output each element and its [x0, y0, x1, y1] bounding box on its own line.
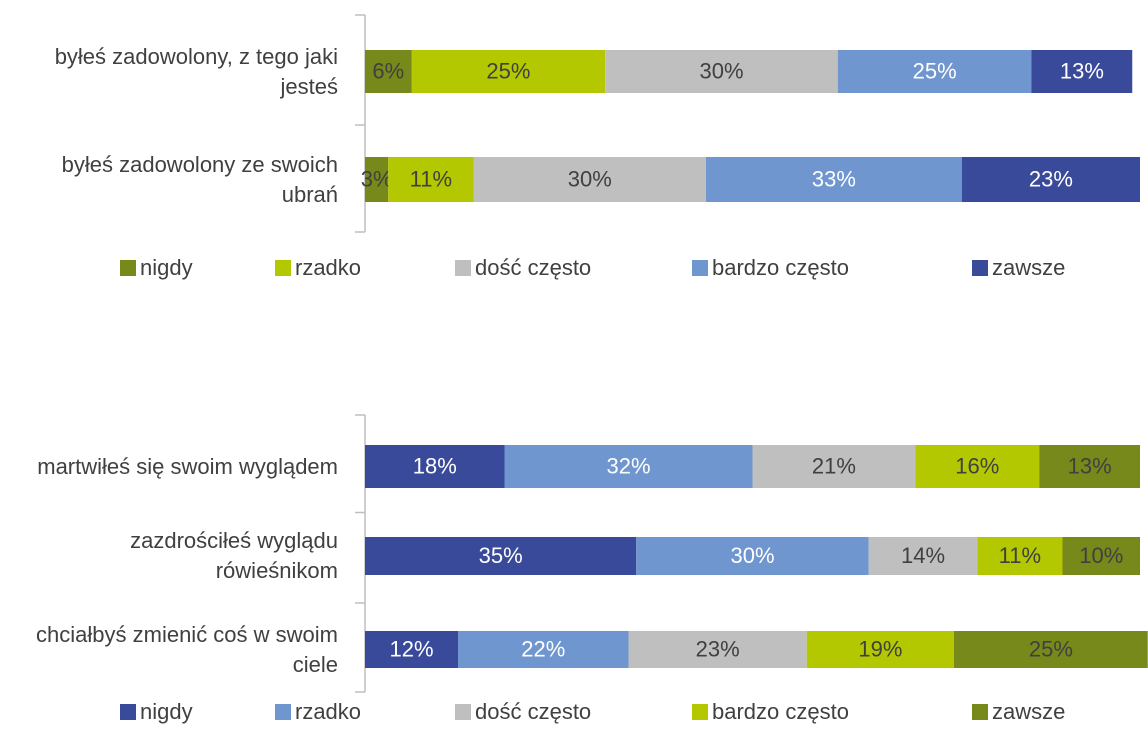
bar-segment	[365, 157, 389, 202]
bar-segment	[365, 445, 505, 488]
legend-swatch	[275, 704, 291, 720]
legend-label: rzadko	[295, 255, 361, 280]
legend-swatch	[455, 704, 471, 720]
bar-segment	[605, 50, 838, 93]
bar-segment	[837, 50, 1032, 93]
value-label: 13%	[1068, 453, 1112, 478]
value-label: 12%	[389, 636, 433, 661]
bar-segment	[1039, 445, 1140, 488]
legend-label: bardzo często	[712, 699, 849, 724]
legend-label: dość często	[475, 699, 591, 724]
legend-swatch	[692, 260, 708, 276]
value-label: 11%	[999, 543, 1041, 568]
bar-segment	[752, 445, 916, 488]
value-label: 25%	[1029, 636, 1073, 661]
category-label: byłeś zadowolony ze swoich ubrań	[61, 151, 338, 207]
legend-swatch	[972, 260, 988, 276]
value-label: 25%	[913, 58, 957, 83]
value-label: 11%	[410, 166, 452, 191]
bar-segment	[411, 50, 606, 93]
value-label: 32%	[606, 453, 650, 478]
legend-swatch	[120, 260, 136, 276]
bar-segment	[961, 157, 1140, 202]
value-label: 30%	[568, 166, 612, 191]
legend-swatch	[275, 260, 291, 276]
legend-label: zawsze	[992, 255, 1065, 280]
value-label: 25%	[486, 58, 530, 83]
legend-label: nigdy	[140, 699, 193, 724]
legend-swatch	[455, 260, 471, 276]
chart: byłeś zadowolony, z tego jaki jesteś 6% 25…	[54, 14, 1140, 280]
chart: martwiłeś się swoim wyglądem 18% 32% 21% 16%…	[36, 414, 1148, 724]
legend-label: zawsze	[992, 699, 1065, 724]
bar-segment	[954, 631, 1148, 668]
category-label-box: byłeś zadowolony, z tego jaki jesteś	[54, 43, 338, 99]
bar-segment	[977, 537, 1063, 575]
bar-segment	[628, 631, 807, 668]
bar-segment	[473, 157, 706, 202]
legend-label: rzadko	[295, 699, 361, 724]
bar-segment	[1031, 50, 1133, 93]
category-label-box: zazdrościłeś wyglądu rówieśnikom	[130, 528, 338, 583]
category-label: zazdrościłeś wyglądu rówieśnikom	[130, 528, 338, 583]
value-label: 35%	[479, 543, 523, 568]
bar-segment	[806, 631, 954, 668]
value-label: 21%	[812, 453, 856, 478]
value-label: 23%	[696, 636, 740, 661]
bar-segment	[365, 631, 458, 668]
value-label: 30%	[730, 543, 774, 568]
category-label: byłeś zadowolony, z tego jaki jesteś	[54, 43, 338, 99]
bar-segment	[636, 537, 869, 575]
legend-swatch	[972, 704, 988, 720]
bar-segment	[1062, 537, 1140, 575]
legend-swatch	[120, 704, 136, 720]
value-label: 18%	[413, 453, 457, 478]
bar-segment	[365, 50, 412, 93]
category-label-box: martwiłeś się swoim wyglądem	[37, 453, 338, 479]
value-label: 19%	[858, 636, 902, 661]
bar-segment	[365, 537, 637, 575]
bar-segment	[458, 631, 629, 668]
legend-label: bardzo często	[712, 255, 849, 280]
category-label-box: chciałbyś zmienić coś w swoim ciele	[36, 621, 338, 677]
value-label: 10%	[1079, 543, 1123, 568]
bar-segment	[868, 537, 978, 575]
legend-swatch	[692, 704, 708, 720]
value-label: 23%	[1029, 166, 1073, 191]
bar-segment	[504, 445, 753, 488]
legend-label: dość często	[475, 255, 591, 280]
bar-segment	[915, 445, 1040, 488]
bar-segment	[706, 157, 962, 202]
value-label: 14%	[901, 543, 945, 568]
value-label: 13%	[1060, 58, 1104, 83]
value-label: 16%	[955, 453, 999, 478]
value-label: 6%	[372, 58, 404, 83]
value-label: 30%	[699, 58, 743, 83]
category-label-box: byłeś zadowolony ze swoich ubrań	[61, 151, 338, 207]
category-label: martwiłeś się swoim wyglądem	[37, 453, 338, 479]
value-label: 22%	[521, 636, 565, 661]
value-label: 33%	[812, 166, 856, 191]
category-label: chciałbyś zmienić coś w swoim ciele	[36, 621, 338, 677]
value-label: 3%	[361, 166, 393, 191]
bar-segment	[388, 157, 474, 202]
legend-label: nigdy	[140, 255, 193, 280]
